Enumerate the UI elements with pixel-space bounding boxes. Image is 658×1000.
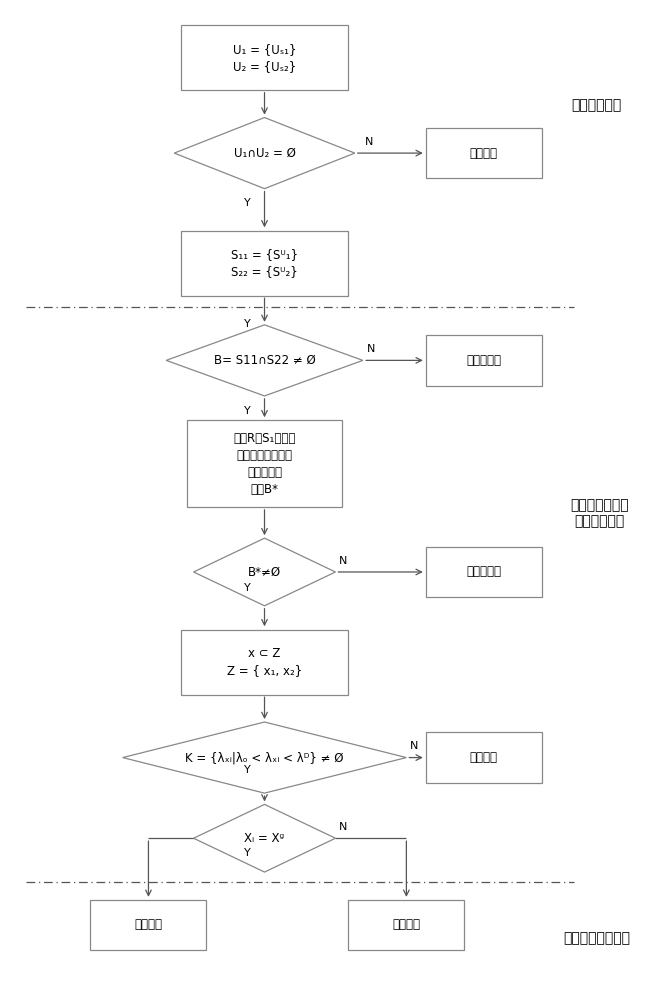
Text: K = {λₓᵢ|λₒ < λₓᵢ < λᴰ} ≠ Ø: K = {λₓᵢ|λₒ < λₓᵢ < λᴰ} ≠ Ø — [186, 751, 343, 764]
Text: N: N — [367, 344, 375, 354]
FancyBboxPatch shape — [90, 900, 207, 950]
Text: B= S11∩S22 ≠ Ø: B= S11∩S22 ≠ Ø — [214, 354, 315, 367]
FancyBboxPatch shape — [181, 25, 348, 90]
Text: x ⊂ Z
Z = { x₁, x₂}: x ⊂ Z Z = { x₁, x₂} — [227, 647, 302, 677]
Text: S₁₁ = {Sᵁ₁}
S₂₂ = {Sᵁ₂}: S₁₁ = {Sᵁ₁} S₂₂ = {Sᵁ₂} — [231, 248, 298, 278]
Text: U₁∩U₂ = Ø: U₁∩U₂ = Ø — [234, 147, 295, 160]
Text: N: N — [339, 556, 347, 566]
Text: 直达方案查询: 直达方案查询 — [572, 98, 622, 112]
Text: Y: Y — [244, 765, 251, 775]
Text: 同向换乘: 同向换乘 — [134, 918, 163, 931]
Text: 一次换乘方案查询: 一次换乘方案查询 — [563, 931, 630, 945]
Polygon shape — [193, 538, 336, 606]
Text: N: N — [339, 822, 347, 832]
Polygon shape — [122, 722, 407, 793]
Text: 直达方案: 直达方案 — [470, 147, 497, 160]
Text: Xᵢ = Xᶢ: Xᵢ = Xᶢ — [244, 832, 285, 845]
Text: Y: Y — [244, 319, 251, 329]
Text: B*≠Ø: B*≠Ø — [248, 565, 281, 578]
Text: N: N — [409, 741, 418, 751]
Polygon shape — [166, 325, 363, 396]
Text: Y: Y — [244, 848, 251, 858]
Text: Y: Y — [244, 583, 251, 593]
FancyBboxPatch shape — [181, 231, 348, 296]
Text: 删除R与S₁的交集
和起始站包含直达
线路的站点
得到B*: 删除R与S₁的交集 和起始站包含直达 线路的站点 得到B* — [234, 432, 295, 496]
FancyBboxPatch shape — [348, 900, 465, 950]
Text: Y: Y — [244, 198, 251, 208]
Polygon shape — [193, 804, 336, 872]
Polygon shape — [174, 118, 355, 189]
FancyBboxPatch shape — [426, 128, 542, 178]
Text: 方向错误: 方向错误 — [470, 751, 497, 764]
FancyBboxPatch shape — [426, 547, 542, 597]
Text: 无换乘方案: 无换乘方案 — [467, 354, 501, 367]
Text: 对向换乘: 对向换乘 — [392, 918, 420, 931]
FancyBboxPatch shape — [426, 732, 542, 783]
FancyBboxPatch shape — [426, 335, 542, 386]
Text: U₁ = {Uₛ₁}
U₂ = {Uₛ₂}: U₁ = {Uₛ₁} U₂ = {Uₛ₂} — [233, 43, 296, 73]
FancyBboxPatch shape — [181, 630, 348, 695]
Text: 无换乘方案: 无换乘方案 — [467, 565, 501, 578]
Text: 换乘站点搜索及
站点性质判定: 换乘站点搜索及 站点性质判定 — [570, 498, 629, 528]
Text: N: N — [365, 137, 373, 147]
Text: Y: Y — [244, 406, 251, 416]
FancyBboxPatch shape — [187, 420, 342, 507]
